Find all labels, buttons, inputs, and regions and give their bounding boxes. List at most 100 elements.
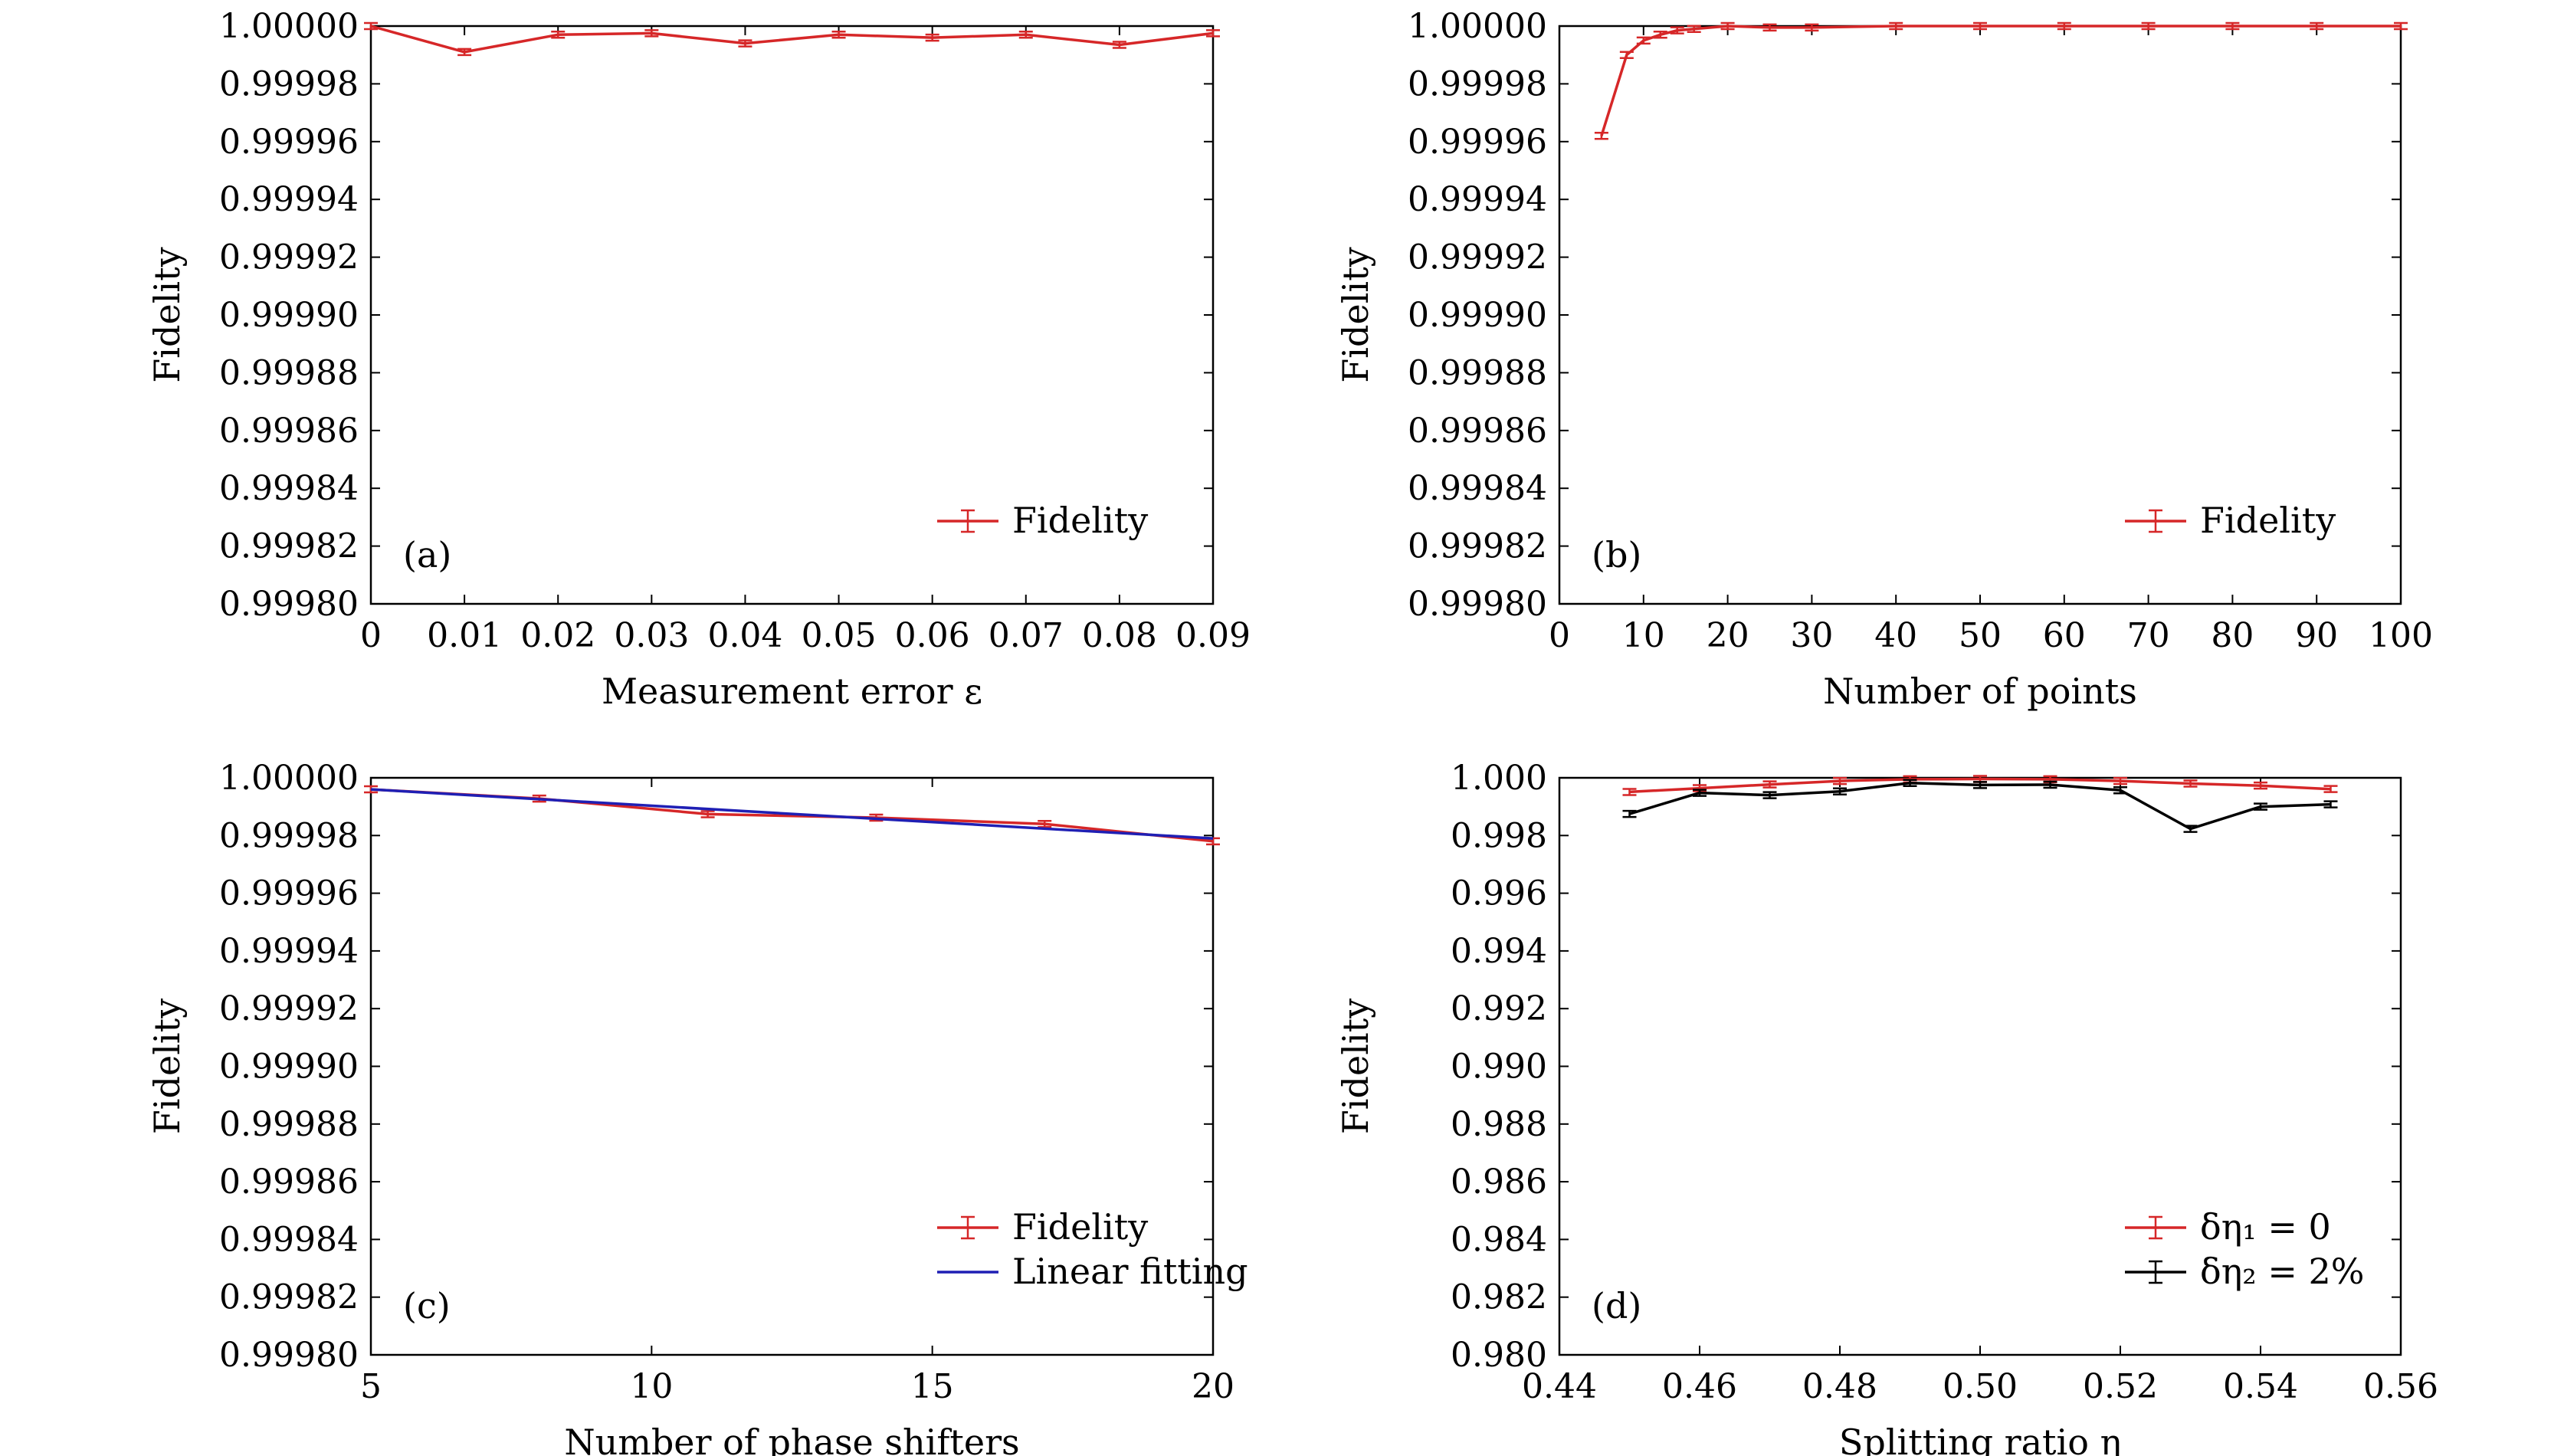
y-tick-label: 0.99988	[1408, 353, 1547, 392]
y-tick-label: 0.99988	[219, 1105, 359, 1144]
x-tick-label: 0.52	[2083, 1367, 2158, 1406]
y-tick-label: 0.99980	[219, 1336, 359, 1375]
x-tick-label: 20	[1707, 616, 1749, 655]
x-tick-label: 0.03	[614, 616, 689, 655]
x-tick-label: 0.04	[707, 616, 782, 655]
y-axis-label: Fidelity	[1335, 247, 1376, 382]
x-tick-label: 30	[1790, 616, 1833, 655]
y-tick-label: 0.99986	[1408, 412, 1547, 451]
x-tick-label: 50	[1959, 616, 2002, 655]
y-tick-label: 0.99996	[219, 874, 359, 913]
panel-c: 5 10 15 20 0.99980 0.99982 0.99984 0.99986 0.999…	[146, 759, 1248, 1456]
y-tick-label: 0.99998	[1408, 64, 1547, 103]
y-tick-label: 0.99994	[1408, 180, 1547, 219]
x-axis-label: Measurement error ε	[602, 671, 982, 712]
y-tick-label: 0.99992	[219, 989, 359, 1028]
y-tick-label: 0.99984	[219, 1220, 359, 1259]
legend-label: Fidelity	[1012, 1206, 1148, 1248]
y-axis-label: Fidelity	[1335, 999, 1376, 1134]
y-tick-label: 0.99990	[219, 1048, 359, 1087]
y-tick-label: 0.99998	[219, 64, 359, 103]
legend-label: Fidelity	[1012, 500, 1148, 541]
y-tick-label: 0.99992	[1408, 238, 1547, 277]
legend-label: Linear fitting	[1012, 1251, 1248, 1292]
x-tick-label: 0.06	[895, 616, 970, 655]
x-tick-label: 10	[630, 1367, 673, 1406]
y-tick-label: 0.980	[1451, 1336, 1547, 1375]
legend-label: δη₁ = 0	[2200, 1206, 2331, 1248]
x-tick-label: 70	[2127, 616, 2170, 655]
panel-b: 0 10 20 30 40 50 60 70 80 90 100 0.99980 0.99982 0.99…	[1335, 7, 2433, 712]
x-tick-label: 90	[2295, 616, 2338, 655]
y-tick-label: 1.00000	[219, 7, 359, 46]
x-tick-label: 0	[1549, 616, 1570, 655]
x-tick-label: 0.05	[802, 616, 877, 655]
x-tick-label: 0.44	[1522, 1367, 1597, 1406]
x-axis-label: Splitting ratio η	[1839, 1422, 2121, 1456]
y-tick-label: 0.992	[1451, 989, 1547, 1028]
legend-label: δη₂ = 2%	[2200, 1251, 2364, 1292]
x-tick-label: 0.07	[989, 616, 1064, 655]
x-tick-label: 60	[2043, 616, 2086, 655]
y-tick-label: 0.99992	[219, 238, 359, 277]
x-tick-label: 0.08	[1082, 616, 1157, 655]
x-tick-label: 15	[911, 1367, 954, 1406]
x-tick-label: 0.46	[1662, 1367, 1737, 1406]
x-tick-label: 0.09	[1175, 616, 1251, 655]
panel-tag: (c)	[403, 1285, 451, 1326]
y-tick-label: 0.99988	[219, 353, 359, 392]
y-tick-label: 0.99996	[1408, 123, 1547, 162]
y-tick-label: 1.000	[1451, 759, 1547, 798]
x-tick-label: 20	[1192, 1367, 1234, 1406]
panel-tag: (b)	[1592, 534, 1641, 576]
y-tick-label: 0.998	[1451, 816, 1547, 855]
y-tick-label: 0.99984	[1408, 469, 1547, 508]
x-tick-label: 80	[2211, 616, 2254, 655]
y-tick-label: 0.986	[1451, 1163, 1547, 1202]
x-tick-label: 100	[2369, 616, 2433, 655]
x-tick-label: 0.56	[2363, 1367, 2438, 1406]
series-line	[1628, 782, 2331, 831]
panel-tag: (a)	[403, 534, 451, 576]
x-tick-label: 40	[1874, 616, 1917, 655]
y-tick-label: 1.00000	[219, 759, 359, 798]
y-tick-label: 0.99990	[1408, 296, 1547, 335]
y-tick-label: 0.99996	[219, 123, 359, 162]
series-line	[370, 788, 1214, 840]
series-line	[370, 25, 1214, 54]
y-axis-label: Fidelity	[146, 247, 188, 382]
panel-tag: (d)	[1592, 1285, 1641, 1326]
y-tick-label: 0.99980	[219, 585, 359, 624]
y-tick-label: 0.99982	[219, 1278, 359, 1317]
y-tick-label: 1.00000	[1408, 7, 1547, 46]
x-tick-label: 0.48	[1802, 1367, 1877, 1406]
y-tick-label: 0.982	[1451, 1278, 1547, 1317]
panel-d: 0.44 0.46 0.48 0.50 0.52 0.54 0.56 0.980 0.982 0.…	[1335, 759, 2438, 1456]
y-tick-label: 0.99982	[1408, 527, 1547, 566]
y-tick-label: 0.984	[1451, 1220, 1547, 1259]
y-tick-label: 0.99986	[219, 1163, 359, 1202]
x-axis-label: Number of phase shifters	[564, 1422, 1019, 1456]
y-tick-label: 0.99994	[219, 932, 359, 971]
x-tick-label: 0.50	[1943, 1367, 2018, 1406]
y-tick-label: 0.99998	[219, 816, 359, 855]
y-tick-label: 0.99984	[219, 469, 359, 508]
panel-a: 0 0.01 0.02 0.03 0.04 0.05 0.06 0.07 0.08 0.09 0.9…	[146, 7, 1251, 712]
y-tick-label: 0.990	[1451, 1048, 1547, 1087]
x-axis-label: Number of points	[1823, 671, 2137, 712]
x-tick-label: 0.54	[2223, 1367, 2298, 1406]
legend-label: Fidelity	[2200, 500, 2336, 541]
x-tick-label: 10	[1622, 616, 1665, 655]
x-tick-label: 5	[360, 1367, 382, 1406]
y-tick-label: 0.988	[1451, 1105, 1547, 1144]
y-tick-label: 0.996	[1451, 874, 1547, 913]
x-tick-label: 0.02	[520, 616, 595, 655]
x-tick-label: 0	[360, 616, 382, 655]
y-tick-label: 0.994	[1451, 932, 1547, 971]
y-tick-label: 0.99990	[219, 296, 359, 335]
y-tick-label: 0.99986	[219, 412, 359, 451]
y-axis-label: Fidelity	[146, 999, 188, 1134]
y-tick-label: 0.99982	[219, 527, 359, 566]
y-tick-label: 0.99994	[219, 180, 359, 219]
